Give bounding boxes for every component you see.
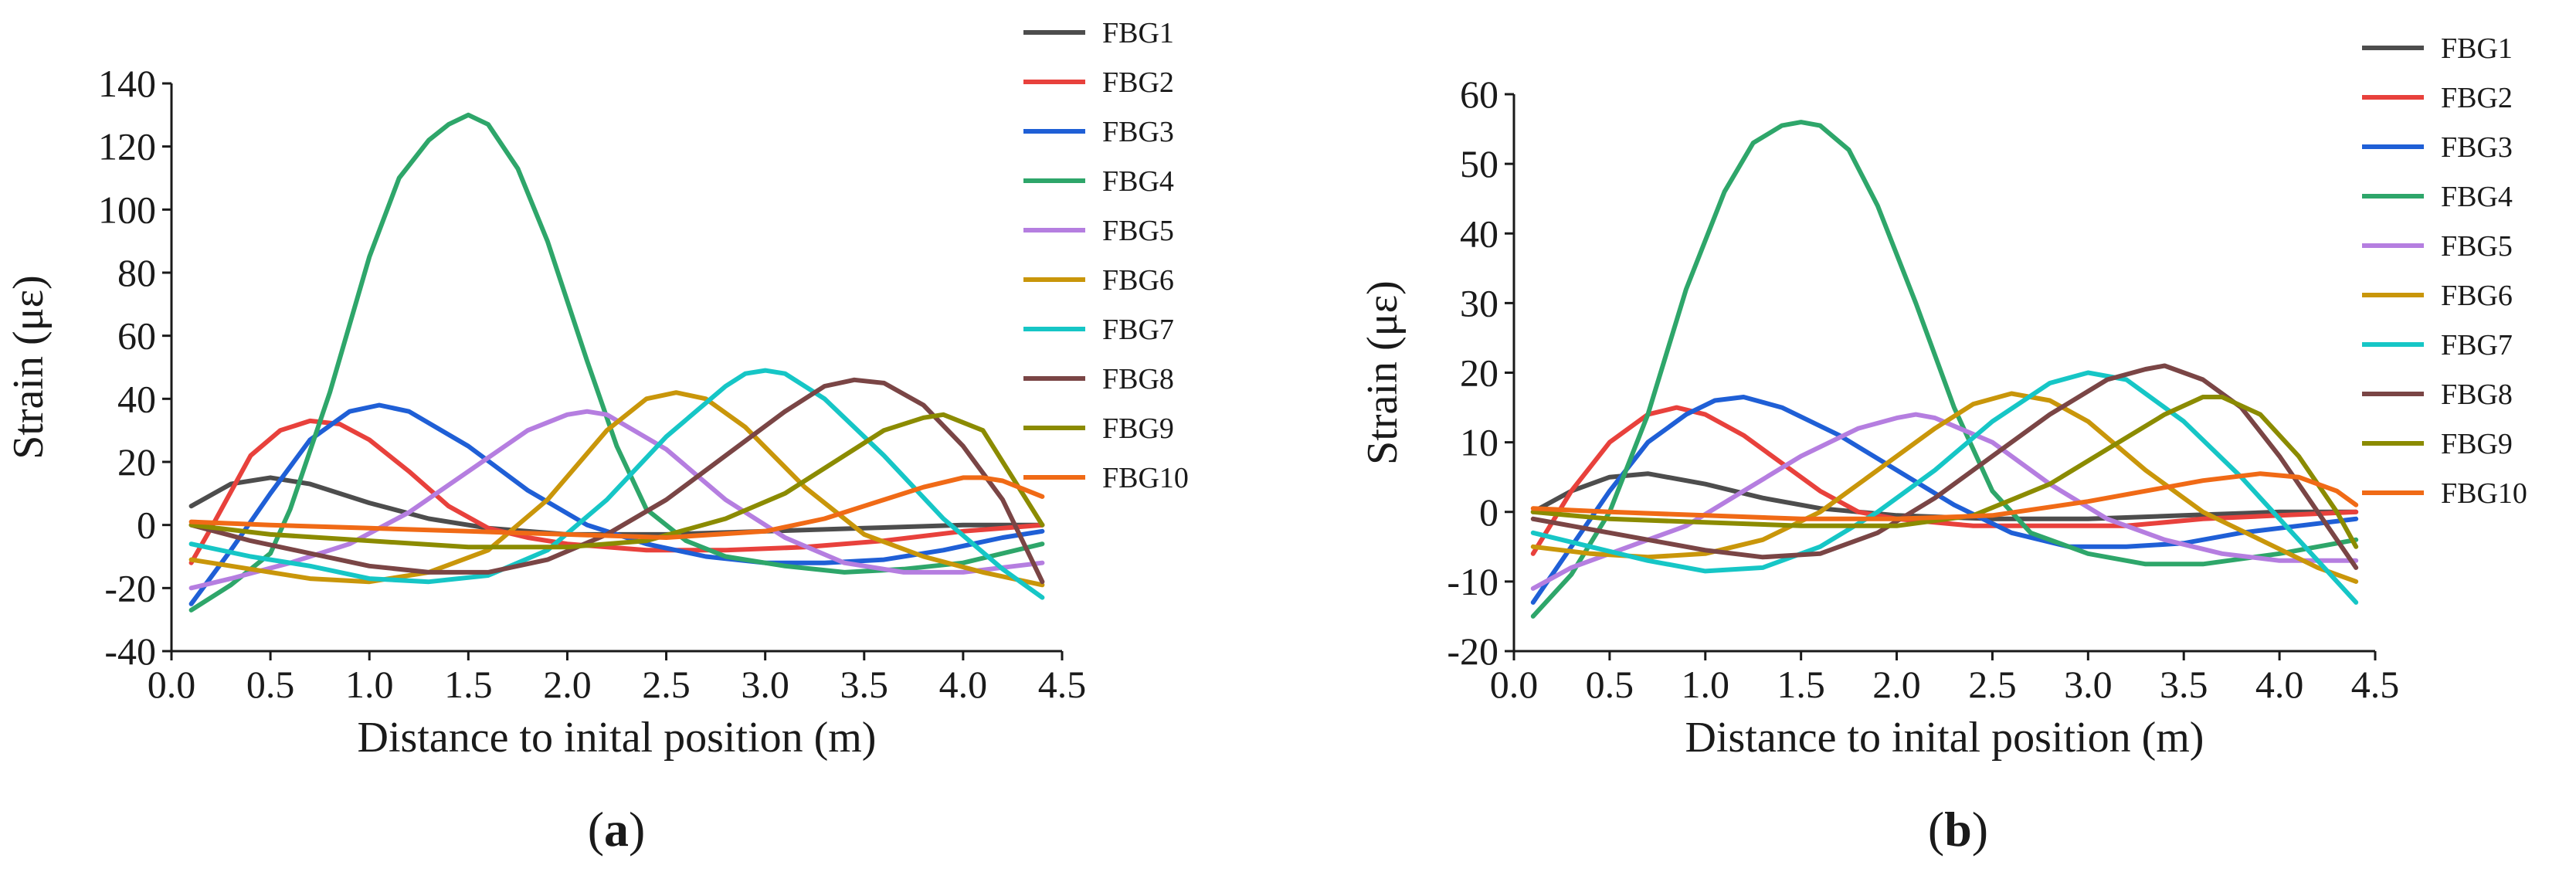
x-tick-label: 2.0 [543,663,592,706]
legend-label: FBG10 [2441,477,2527,510]
y-axis-label: Strain (με) [1359,280,1407,465]
y-tick-label: 20 [117,440,156,484]
series-line-fbg6 [188,390,1045,588]
x-tick-label: 2.5 [1968,663,2017,706]
legend: FBG1 FBG2 FBG3 FBG4 FBG5 FBG6 FBG7 FBG8 FBG9 FBG1… [1023,17,1189,494]
series-line-fbg9 [1530,395,2359,549]
series-line-fbg4 [1530,120,2359,619]
series-line-fbg8 [1530,363,2359,570]
legend-label: FBG10 [1102,462,1189,494]
y-tick-label: 10 [1460,421,1498,464]
panel-paren-open: ( [1928,802,1944,857]
panel-letter: a [604,802,629,857]
legend-label: FBG6 [1102,264,1174,297]
y-tick-label: 50 [1460,142,1498,185]
x-tick-label: 3.0 [741,663,789,706]
x-tick-label: 3.5 [840,663,889,706]
y-tick-label: -10 [1447,560,1498,603]
x-tick-label: 1.0 [1682,663,1730,706]
panel-paren-open: ( [588,802,604,857]
legend-label: FBG5 [2441,230,2513,263]
y-tick-label: 40 [1460,212,1498,255]
y-tick-label: -20 [1447,630,1498,673]
legend-label: FBG3 [1102,116,1174,148]
series-line-fbg2 [188,418,1045,565]
x-axis-label: Distance to inital position (m) [358,714,877,762]
legend-label: FBG1 [2441,32,2513,65]
y-tick-label: -20 [104,566,156,609]
x-tick-label: 0.5 [1586,663,1634,706]
series-line-fbg3 [1530,395,2359,605]
series-line-fbg1 [1530,471,2359,521]
chart-panel-b: -20 -10 0 10 20 30 40 50 60 0.0 0.5 1.0 1.5 2.0 2.5 3.0… [1359,32,2527,857]
legend-label: FBG4 [1102,165,1174,198]
x-tick-label: 4.0 [2255,663,2304,706]
chart-panel-a: -40 -20 0 20 40 60 80 100 120 140 0.0 0.5 1.0 1.5 2.0 2… [5,17,1189,857]
x-tick-label: 1.0 [345,663,394,706]
legend-label: FBG1 [1102,17,1174,49]
legend-label: FBG8 [1102,363,1174,395]
y-tick-label: 30 [1460,281,1498,324]
y-tick-label: 0 [1479,490,1498,534]
series-line-fbg9 [188,412,1045,550]
series-line-fbg7 [1530,370,2359,605]
x-tick-label: 3.0 [2064,663,2113,706]
panel-caption: (b) [1928,802,1988,857]
panel-paren-close: ) [1972,802,1988,857]
x-tick-label: 0.5 [246,663,295,706]
legend-label: FBG9 [2441,428,2513,460]
series-line-fbg10 [1530,471,2359,521]
legend: FBG1 FBG2 FBG3 FBG4 FBG5 FBG6 FBG7 FBG8 FBG9 FBG1… [2362,32,2527,510]
legend-label: FBG3 [2441,131,2513,164]
legend-label: FBG2 [1102,66,1174,99]
y-tick-label: 140 [98,62,156,105]
y-axis-label: Strain (με) [5,275,53,460]
panel-paren-close: ) [629,802,645,857]
series-line-fbg2 [1530,405,2359,556]
legend-label: FBG5 [1102,215,1174,247]
legend-label: FBG2 [2441,82,2513,114]
x-tick-label: 4.5 [2351,663,2400,706]
x-tick-label: 2.5 [642,663,691,706]
y-tick-label: 40 [117,377,156,420]
legend-label: FBG7 [2441,329,2513,361]
series-line-fbg5 [1530,412,2359,591]
series-line-fbg8 [188,377,1045,585]
legend-label: FBG6 [2441,280,2513,312]
y-tick-label: 60 [1460,73,1498,116]
legend-label: FBG8 [2441,378,2513,411]
y-tick-label: 100 [98,188,156,231]
legend-label: FBG9 [1102,412,1174,445]
x-tick-label: 1.5 [1777,663,1825,706]
x-tick-label: 1.5 [444,663,493,706]
x-tick-label: 2.0 [1872,663,1921,706]
y-tick-label: 60 [117,314,156,358]
legend-label: FBG7 [1102,314,1174,346]
series-line-fbg4 [188,112,1045,613]
y-tick-label: -40 [104,630,156,673]
x-tick-label: 4.5 [1038,663,1087,706]
panel-caption: (a) [588,802,646,857]
y-tick-label: 120 [98,125,156,168]
y-tick-label: 80 [117,251,156,294]
y-tick-label: 20 [1460,351,1498,395]
x-tick-label: 0.0 [148,663,196,706]
series-line-fbg7 [188,368,1045,600]
x-tick-label: 3.5 [2160,663,2208,706]
x-tick-label: 0.0 [1490,663,1539,706]
series-line-fbg10 [188,475,1045,540]
series-line-fbg3 [188,402,1045,606]
legend-label: FBG4 [2441,181,2513,213]
x-tick-label: 4.0 [939,663,988,706]
series-line-fbg6 [1530,391,2359,584]
x-axis-label: Distance to inital position (m) [1685,714,2204,762]
series-line-fbg5 [188,409,1045,591]
y-tick-label: 0 [137,504,156,547]
panel-letter: b [1944,802,1972,857]
